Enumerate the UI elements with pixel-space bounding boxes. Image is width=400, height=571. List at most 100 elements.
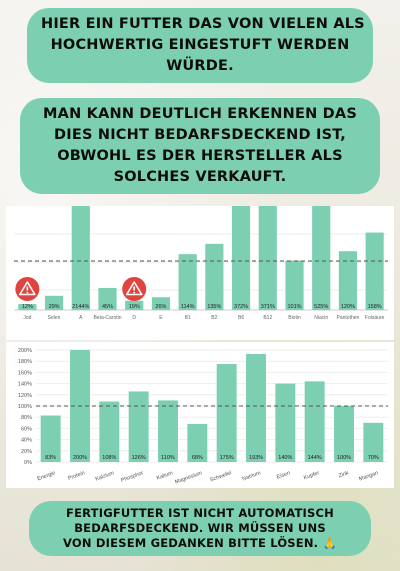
footer-bubble: FERTIGFUTTER IST NICHT AUTOMATISCH BEDAR… <box>29 501 371 556</box>
data-label: 135% <box>207 304 221 310</box>
y-tick-label: 160% <box>18 370 32 376</box>
y-tick-label: 20% <box>21 449 32 455</box>
footer-line-1: FERTIGFUTTER IST NICHT AUTOMATISCH <box>66 506 334 520</box>
header-line-2: HOCHWERTIG EINGESTUFT WERDEN <box>50 37 350 53</box>
category-label: Protein <box>67 470 85 482</box>
y-tick-label: 140% <box>18 382 32 388</box>
data-label: 70% <box>368 455 379 461</box>
category-label: Folsäure <box>365 315 385 321</box>
data-label: 110% <box>161 455 175 461</box>
footer-line-2: BEDARFSDECKEND. WIR MÜSSEN UNS <box>74 521 326 535</box>
y-tick-label: 80% <box>21 415 32 421</box>
data-label: 144% <box>308 455 322 461</box>
bar <box>18 304 37 310</box>
y-tick-label: 100% <box>18 404 32 410</box>
category-label: B2 <box>211 315 217 321</box>
bar <box>40 415 61 462</box>
bar <box>125 300 144 310</box>
category-label: B1 <box>185 315 191 321</box>
category-label: Niacin <box>314 315 328 321</box>
bar <box>285 260 304 310</box>
footer-line-3: VON DIESEM GEDANKEN BITTE LÖSEN. 🙏 <box>63 536 337 550</box>
data-label: 12% <box>22 304 33 310</box>
data-label: 175% <box>220 455 234 461</box>
data-label: 158% <box>368 304 382 310</box>
y-tick-label: 180% <box>18 359 32 365</box>
y-tick-label: 200% <box>18 348 32 354</box>
subheader-line-4: SOLCHES VERKAUFT. <box>113 169 287 185</box>
bar <box>312 206 331 310</box>
bar <box>258 206 277 310</box>
bar <box>334 406 354 462</box>
data-label: 29% <box>49 304 60 310</box>
warning-dot <box>133 291 136 294</box>
y-tick-label: 0% <box>24 460 32 466</box>
header-line-1: HIER EIN FUTTER DAS VON VIELEN ALS <box>41 16 365 32</box>
category-label: Beta-Carotin <box>93 315 121 321</box>
category-label: Energie <box>36 470 56 482</box>
bar <box>363 422 384 462</box>
data-label: 83% <box>45 455 56 461</box>
category-label: Selen <box>48 315 61 321</box>
category-label: Biotin <box>288 315 301 321</box>
data-label: 525% <box>314 304 328 310</box>
data-label: 126% <box>132 455 146 461</box>
category-label: Schwefel <box>209 470 232 483</box>
mineral-chart-panel: 0% 20% 40% 60% 80% 100% 120% 140% 160% 180% 200% 83… <box>6 342 394 488</box>
bar <box>275 383 296 462</box>
mineral-bar-chart: 0% 20% 40% 60% 80% 100% 120% 140% 160% 180% 200% 83… <box>18 348 388 486</box>
bar <box>338 251 358 310</box>
data-label: 371% <box>261 304 275 310</box>
data-label: 68% <box>192 455 203 461</box>
data-label: 45% <box>102 304 113 310</box>
bar <box>205 243 224 310</box>
data-label: 101% <box>287 304 301 310</box>
category-label: Pantothen <box>337 315 360 321</box>
y-tick-label: 120% <box>18 393 32 399</box>
data-label: 193% <box>249 455 263 461</box>
warning-dot <box>26 291 29 294</box>
bar <box>158 400 178 462</box>
data-label: 120% <box>341 304 355 310</box>
bar <box>246 353 266 462</box>
bar <box>178 254 197 310</box>
y-tick-label: 60% <box>21 426 32 432</box>
data-label: 372% <box>234 304 248 310</box>
category-label: B12 <box>263 315 272 321</box>
vitamin-bar-chart: 12% Jod 29% Selen 2144% A 45% Beta-Carotin 19% D 2… <box>14 206 388 321</box>
subheader-bubble: MAN KANN DEUTLICH ERKENNEN DAS DIES NICH… <box>20 98 380 194</box>
category-label: Phosphor <box>120 470 144 484</box>
vitamin-chart-panel: 12% Jod 29% Selen 2144% A 45% Beta-Carotin 19% D 2… <box>6 206 394 340</box>
subheader-line-3: OBWOHL ES DER HERSTELLER ALS <box>57 148 343 164</box>
bar <box>216 364 237 462</box>
bar <box>128 391 149 462</box>
bar <box>365 232 384 310</box>
y-tick-label: 40% <box>21 438 32 444</box>
data-label: 108% <box>102 455 116 461</box>
bar <box>304 381 325 462</box>
bar <box>231 206 251 310</box>
bar <box>98 287 117 310</box>
bar <box>99 401 120 462</box>
header-bubble: HIER EIN FUTTER DAS VON VIELEN ALS HOCHW… <box>27 8 373 83</box>
category-label: Magnesium <box>174 470 203 486</box>
category-label: A <box>79 315 83 321</box>
data-label: 2144% <box>72 304 89 310</box>
subheader-line-1: MAN KANN DEUTLICH ERKENNEN DAS <box>43 106 357 122</box>
bar <box>151 297 171 310</box>
data-label: 19% <box>129 304 140 310</box>
category-label: Kalium <box>156 470 174 482</box>
data-label: 100% <box>337 455 351 461</box>
data-label: 114% <box>181 304 195 310</box>
subheader-line-2: DIES NICHT BEDARFSDECKEND IST, <box>54 127 346 143</box>
category-label: Mangan <box>358 470 379 482</box>
category-label: E <box>159 315 163 321</box>
header-line-3: WÜRDE. <box>166 58 234 74</box>
category-label: Zink <box>338 470 350 479</box>
bar <box>187 423 208 462</box>
bar <box>71 206 90 310</box>
bar <box>44 295 64 310</box>
category-label: Kalzium <box>95 470 116 482</box>
warning-triangle <box>19 281 36 296</box>
data-label: 140% <box>278 455 292 461</box>
